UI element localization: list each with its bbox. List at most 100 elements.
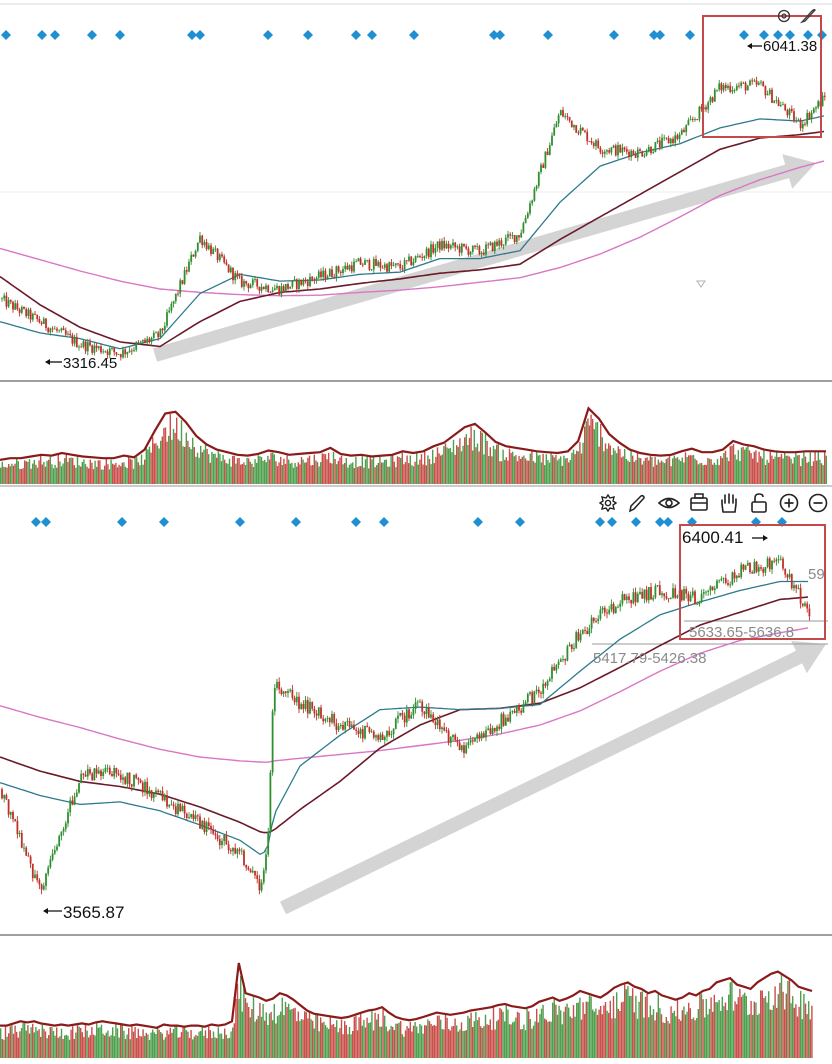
candle — [610, 599, 613, 613]
volume-bar — [281, 465, 283, 484]
candle — [597, 615, 600, 625]
volume-bar — [574, 1016, 576, 1058]
signal-diamond — [685, 30, 695, 40]
eye-icon[interactable] — [657, 497, 681, 509]
volume-bar — [307, 457, 309, 484]
candle — [469, 735, 472, 746]
volume-bar — [649, 1005, 651, 1058]
volume-bar — [782, 458, 784, 484]
volume-bar — [731, 445, 733, 484]
volume-bar — [449, 1030, 451, 1058]
volume-bar — [316, 462, 319, 484]
volume-bar — [230, 1031, 232, 1058]
volume-bar — [715, 464, 717, 484]
zoom-in-icon[interactable] — [779, 493, 799, 513]
candle — [214, 829, 217, 840]
volume-bar — [324, 454, 327, 484]
volume-bar — [532, 461, 535, 484]
volume-bar — [624, 448, 626, 484]
volume-bar — [528, 460, 530, 484]
hand-icon[interactable] — [721, 493, 737, 513]
volume-bar — [417, 1033, 419, 1058]
volume-bar — [249, 461, 251, 484]
volume-bar — [707, 1014, 709, 1058]
pen-icon[interactable] — [799, 9, 816, 24]
candle — [141, 339, 144, 343]
candle — [271, 709, 274, 776]
candle — [313, 705, 316, 718]
volume-bar — [275, 461, 277, 484]
candle — [320, 704, 322, 719]
volume-bar — [363, 467, 365, 484]
volume-bar — [576, 1003, 578, 1058]
volume-bar — [216, 457, 218, 484]
volume-bar — [395, 1023, 397, 1058]
candle — [691, 587, 694, 598]
volume-bar — [35, 464, 37, 484]
volume-bar — [622, 456, 624, 484]
zoom-out-icon[interactable] — [808, 493, 828, 513]
settings-icon[interactable] — [777, 9, 791, 23]
volume-bar — [340, 455, 343, 484]
volume-bar — [488, 1025, 490, 1058]
volume-bar — [739, 988, 741, 1058]
candle — [344, 262, 347, 273]
candle — [53, 325, 56, 330]
candle — [553, 123, 556, 136]
volume-bar — [726, 1010, 728, 1058]
toolbox-icon[interactable] — [690, 493, 708, 511]
candle — [566, 644, 569, 662]
volume-bar — [526, 460, 528, 484]
candle — [718, 579, 721, 584]
candle — [328, 716, 331, 727]
volume-bar — [49, 1027, 51, 1058]
volume-bar — [654, 456, 656, 484]
candle — [421, 253, 424, 261]
candle — [562, 106, 564, 118]
volume-bar — [180, 420, 183, 484]
candle — [135, 773, 138, 780]
pen-icon[interactable] — [628, 494, 645, 513]
candle — [779, 101, 782, 108]
candle — [155, 331, 157, 334]
volume-bar — [243, 982, 245, 1058]
volume-bar — [812, 461, 815, 484]
volume-bar — [187, 440, 189, 484]
volume-bar — [500, 1009, 503, 1058]
candle — [240, 847, 243, 855]
volume-bar — [769, 451, 771, 484]
candle — [324, 268, 327, 283]
lock-icon[interactable] — [751, 493, 767, 513]
volume-bar — [438, 453, 440, 484]
candle — [509, 232, 512, 240]
ma-mid-line — [0, 596, 809, 834]
candle — [760, 564, 762, 571]
volume-bar — [625, 989, 627, 1058]
volume-bar — [382, 1008, 384, 1058]
volume-bar — [72, 1026, 74, 1058]
volume-bar — [51, 464, 53, 484]
volume-bar — [675, 458, 677, 484]
candle — [716, 579, 718, 589]
candle — [630, 599, 633, 608]
volume-bar — [649, 456, 651, 484]
volume-bar — [420, 1025, 423, 1058]
volume-bar — [561, 465, 563, 484]
candle — [75, 789, 78, 798]
candle — [346, 262, 349, 270]
candle — [436, 716, 439, 729]
candle — [548, 142, 551, 156]
candle — [799, 117, 802, 132]
volume-bar — [168, 1034, 170, 1058]
candle — [493, 727, 496, 734]
settings-icon[interactable] — [598, 493, 618, 513]
volume-bar — [264, 459, 266, 484]
volume-bar — [667, 1020, 669, 1058]
candle — [5, 292, 8, 310]
volume-bar — [158, 448, 160, 484]
candle — [128, 772, 131, 789]
volume-bar — [606, 1010, 608, 1058]
volume-bar — [438, 1015, 440, 1058]
volume-bar — [403, 464, 405, 484]
volume-bar — [691, 1019, 693, 1058]
